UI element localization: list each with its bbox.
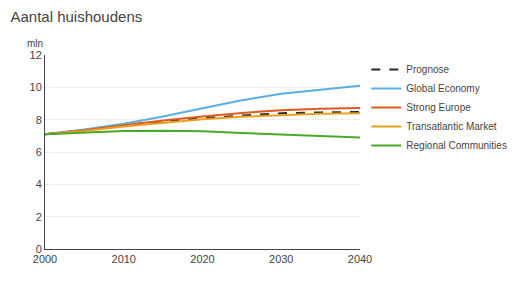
svg-text:2020: 2020 bbox=[190, 253, 214, 265]
svg-text:8: 8 bbox=[36, 114, 42, 126]
svg-text:10: 10 bbox=[30, 81, 42, 93]
svg-text:Regional Communities: Regional Communities bbox=[406, 140, 507, 151]
svg-text:2: 2 bbox=[36, 211, 42, 223]
svg-text:mln: mln bbox=[27, 38, 43, 49]
svg-text:2040: 2040 bbox=[348, 253, 372, 265]
svg-text:Transatlantic Market: Transatlantic Market bbox=[406, 121, 496, 132]
svg-text:Global Economy: Global Economy bbox=[406, 83, 479, 94]
svg-text:4: 4 bbox=[36, 178, 42, 190]
svg-text:Prognose: Prognose bbox=[406, 64, 449, 75]
svg-text:Strong Europe: Strong Europe bbox=[406, 102, 471, 113]
svg-text:2010: 2010 bbox=[112, 253, 136, 265]
svg-text:0: 0 bbox=[36, 243, 42, 255]
svg-text:2000: 2000 bbox=[33, 253, 57, 265]
svg-text:12: 12 bbox=[30, 49, 42, 61]
svg-text:Aantal huishoudens: Aantal huishoudens bbox=[10, 8, 142, 25]
svg-text:2030: 2030 bbox=[269, 253, 293, 265]
svg-text:6: 6 bbox=[36, 146, 42, 158]
